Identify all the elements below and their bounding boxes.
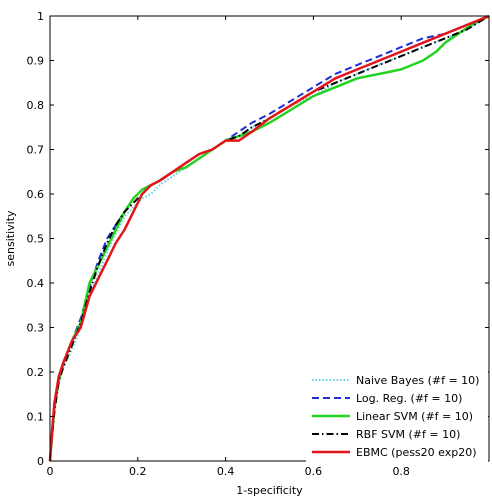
y-tick-label: 1 [37, 10, 44, 23]
legend-label-1: Naive Bayes (#f = 10) [356, 374, 479, 387]
plot-area [48, 14, 490, 462]
y-tick-label: 0.6 [27, 188, 45, 201]
series-line-1 [49, 15, 490, 462]
legend: Naive Bayes (#f = 10) Log. Reg. (#f = 10)… [306, 368, 488, 466]
y-tick-label: 0.5 [27, 233, 45, 246]
y-axis-title: sensitivity [4, 210, 17, 267]
x-tick-label: 0.8 [392, 465, 410, 478]
series-line-3 [48, 14, 490, 462]
y-tick-label: 0.2 [27, 366, 45, 379]
x-axis-title: 1-specificity [236, 484, 303, 497]
x-tick-label: 0 [47, 465, 54, 478]
series-line-5 [48, 14, 490, 462]
x-tick-label: 0.2 [129, 465, 147, 478]
y-tick-label: 0.7 [27, 144, 45, 157]
axes: 0 0.2 0.4 0.6 0.8 0 0.1 0.2 0.3 0.4 0.5 0.6 0.7 0.8 0.… [27, 10, 490, 478]
legend-label-5: EBMC (pess20 exp20) [356, 446, 477, 459]
legend-label-3: Linear SVM (#f = 10) [356, 410, 473, 423]
y-tick-label: 0.4 [27, 277, 45, 290]
legend-label-2: Log. Reg. (#f = 10) [356, 392, 462, 405]
y-tick-label: 0 [37, 455, 44, 468]
x-tick-label: 0.6 [305, 465, 323, 478]
y-tick-label: 0.9 [27, 55, 45, 68]
y-tick-label: 0.8 [27, 99, 45, 112]
y-tick-label: 0.1 [27, 411, 45, 424]
y-tick-label: 0.3 [27, 322, 45, 335]
x-tick-label: 0.4 [217, 465, 235, 478]
legend-label-4: RBF SVM (#f = 10) [356, 428, 460, 441]
